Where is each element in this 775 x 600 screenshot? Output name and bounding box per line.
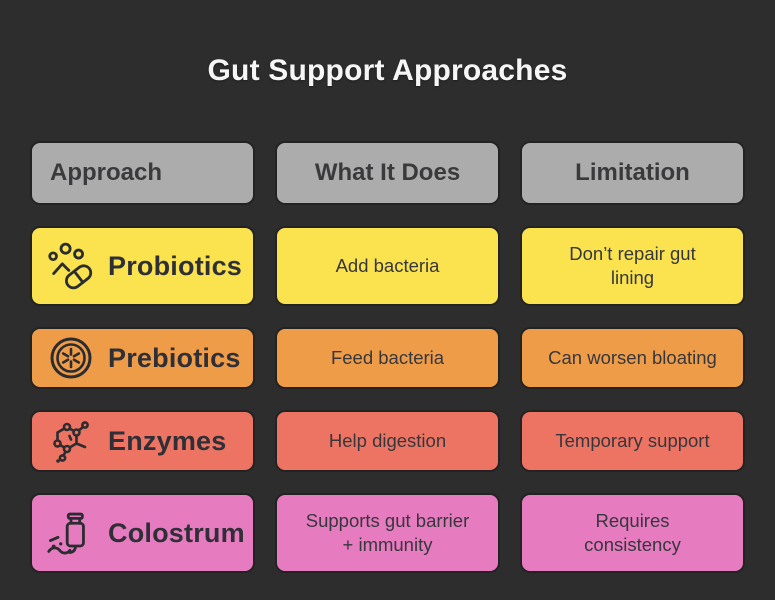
fiber-ring-icon: [45, 332, 97, 384]
limitation-text: Can worsen bloating: [548, 346, 717, 368]
what-text: Feed bacteria: [330, 346, 445, 368]
header-what-it-does-label: What It Does: [314, 159, 461, 186]
what-cell-probiotics: Add bacteria: [275, 226, 500, 306]
approach-label: Enzymes: [108, 425, 227, 456]
what-text: Add bacteria: [335, 254, 440, 276]
header-what-it-does: What It Does: [275, 141, 500, 205]
header-limitation-label: Limitation: [575, 159, 690, 186]
what-cell-colostrum: Supports gut barrier + immunity: [275, 493, 500, 573]
page-title: Gut Support Approaches: [207, 53, 568, 87]
limitation-cell-enzymes: Temporary support: [520, 410, 745, 472]
approach-cell-probiotics: Probiotics: [30, 226, 255, 306]
title-bar: Gut Support Approaches: [0, 0, 775, 141]
what-text: Supports gut barrier + immunity: [305, 509, 470, 555]
header-limitation: Limitation: [520, 141, 745, 205]
approach-cell-prebiotics: Prebiotics: [30, 327, 255, 389]
pill-bacteria-icon: [45, 240, 97, 292]
milk-bottle-icon: [45, 507, 97, 559]
approach-label: Prebiotics: [108, 342, 241, 373]
limitation-cell-colostrum: Requires consistency: [520, 493, 745, 573]
approach-cell-colostrum: Colostrum: [30, 493, 255, 573]
molecule-icon: [45, 415, 97, 467]
approach-label: Colostrum: [108, 517, 245, 548]
limitation-text: Don’t repair gut lining: [569, 242, 696, 288]
limitation-text: Requires consistency: [584, 509, 681, 555]
approach-cell-enzymes: Enzymes: [30, 410, 255, 472]
what-cell-prebiotics: Feed bacteria: [275, 327, 500, 389]
limitation-text: Temporary support: [555, 429, 710, 451]
what-text: Help digestion: [328, 429, 447, 451]
header-approach-label: Approach: [50, 159, 163, 186]
limitation-cell-probiotics: Don’t repair gut lining: [520, 226, 745, 306]
header-approach: Approach: [30, 141, 255, 205]
limitation-cell-prebiotics: Can worsen bloating: [520, 327, 745, 389]
approaches-table: Approach What It Does Limitation Probiot…: [30, 141, 745, 573]
approach-label: Probiotics: [108, 250, 243, 281]
what-cell-enzymes: Help digestion: [275, 410, 500, 472]
